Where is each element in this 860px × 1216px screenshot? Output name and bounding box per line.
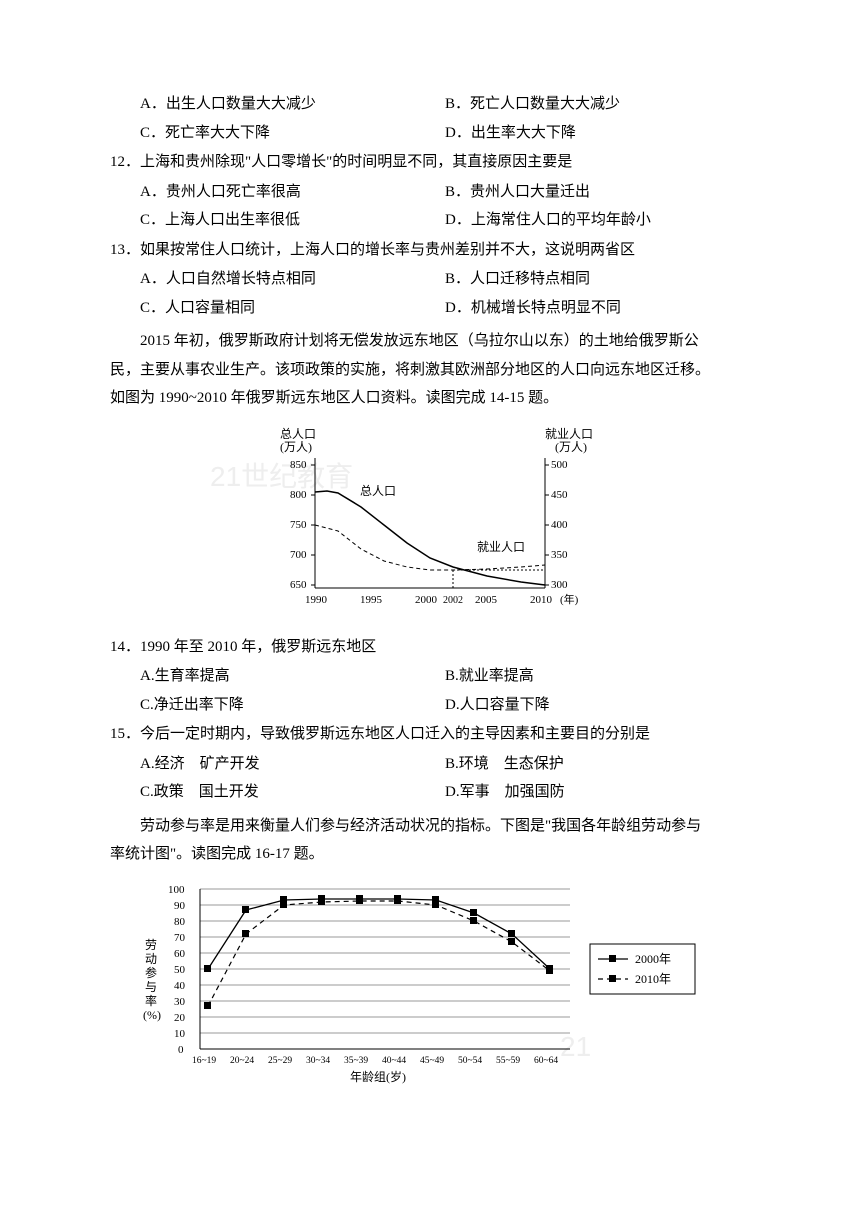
svg-text:80: 80 (174, 916, 186, 928)
passage2-line2: 率统计图"。读图完成 16-17 题。 (110, 840, 750, 869)
svg-text:700: 700 (290, 549, 307, 561)
svg-text:2000: 2000 (415, 594, 438, 606)
svg-text:1990: 1990 (305, 594, 328, 606)
svg-text:300: 300 (551, 579, 568, 591)
svg-text:850: 850 (290, 459, 307, 471)
passage1-line3: 如图为 1990~2010 年俄罗斯远东地区人口资料。读图完成 14-15 题。 (110, 384, 750, 413)
chart2-labor-participation: 0 10 20 30 40 50 60 70 80 90 100 劳 动 参 与… (130, 879, 750, 1089)
svg-text:450: 450 (551, 489, 568, 501)
q12-option-a[interactable]: A．贵州人口死亡率很高 (140, 178, 445, 207)
svg-text:400: 400 (551, 519, 568, 531)
q12-stem: 12．上海和贵州除现"人口零增长"的时间明显不同，其直接原因主要是 (110, 148, 750, 177)
q14-stem: 14．1990 年至 2010 年，俄罗斯远东地区 (110, 633, 750, 662)
svg-text:40: 40 (174, 980, 186, 992)
q13-option-c[interactable]: C．人口容量相同 (140, 294, 445, 323)
svg-text:10: 10 (174, 1028, 186, 1040)
svg-text:动: 动 (145, 952, 157, 966)
q14-option-a[interactable]: A.生育率提高 (140, 662, 445, 691)
svg-text:总人口: 总人口 (360, 484, 396, 498)
svg-text:16~19: 16~19 (192, 1056, 216, 1066)
svg-text:350: 350 (551, 549, 568, 561)
svg-text:(年): (年) (560, 592, 579, 606)
svg-text:60: 60 (174, 948, 186, 960)
q15-option-a[interactable]: A.经济 矿产开发 (140, 750, 445, 779)
svg-text:90: 90 (174, 900, 186, 912)
svg-text:30: 30 (174, 996, 186, 1008)
svg-text:率: 率 (145, 993, 157, 1008)
q11-option-d[interactable]: D．出生率大大下降 (445, 119, 750, 148)
q11-option-c[interactable]: C．死亡率大大下降 (140, 119, 445, 148)
svg-text:50~54: 50~54 (458, 1056, 482, 1066)
svg-text:55~59: 55~59 (496, 1056, 520, 1066)
q15-option-d[interactable]: D.军事 加强国防 (445, 778, 750, 807)
svg-text:20: 20 (174, 1012, 186, 1024)
q13-option-d[interactable]: D．机械增长特点明显不同 (445, 294, 750, 323)
svg-text:(%): (%) (143, 1008, 161, 1022)
svg-text:(万人): (万人) (280, 440, 312, 454)
legend-2000: 2000年 (635, 952, 671, 966)
q14-option-b[interactable]: B.就业率提高 (445, 662, 750, 691)
svg-text:500: 500 (551, 459, 568, 471)
svg-text:70: 70 (174, 932, 186, 944)
svg-text:2002: 2002 (443, 595, 463, 606)
q15-stem: 15．今后一定时期内，导致俄罗斯远东地区人口迁入的主导因素和主要目的分别是 (110, 720, 750, 749)
q13-stem: 13．如果按常住人口统计，上海人口的增长率与贵州差别并不大，这说明两省区 (110, 236, 750, 265)
passage1-line2: 民，主要从事农业生产。该项政策的实施，将刺激其欧洲部分地区的人口向远东地区迁移。 (110, 356, 750, 385)
q13-option-a[interactable]: A．人口自然增长特点相同 (140, 265, 445, 294)
svg-text:1995: 1995 (360, 594, 383, 606)
q15-option-c[interactable]: C.政策 国土开发 (140, 778, 445, 807)
svg-text:年龄组(岁): 年龄组(岁) (350, 1069, 406, 1084)
svg-text:50: 50 (174, 964, 186, 976)
svg-text:35~39: 35~39 (344, 1056, 368, 1066)
svg-text:650: 650 (290, 579, 307, 591)
svg-text:30~34: 30~34 (306, 1056, 330, 1066)
chart1-russia-population: 总人口 (万人) 就业人口 (万人) 850 800 750 700 650 5… (110, 423, 750, 623)
svg-text:25~29: 25~29 (268, 1056, 292, 1066)
svg-text:0: 0 (178, 1044, 184, 1056)
svg-text:与: 与 (145, 980, 157, 994)
svg-text:就业人口: 就业人口 (477, 540, 525, 554)
svg-text:45~49: 45~49 (420, 1056, 444, 1066)
q15-option-b[interactable]: B.环境 生态保护 (445, 750, 750, 779)
q11-option-a[interactable]: A．出生人口数量大大减少 (140, 90, 445, 119)
q12-option-c[interactable]: C．上海人口出生率很低 (140, 206, 445, 235)
svg-text:劳: 劳 (145, 938, 157, 952)
legend-2010: 2010年 (635, 972, 671, 986)
svg-text:800: 800 (290, 489, 307, 501)
q13-option-b[interactable]: B．人口迁移特点相同 (445, 265, 750, 294)
svg-text:40~44: 40~44 (382, 1056, 406, 1066)
svg-text:2010: 2010 (530, 594, 553, 606)
q14-option-d[interactable]: D.人口容量下降 (445, 691, 750, 720)
q12-option-d[interactable]: D．上海常住人口的平均年龄小 (445, 206, 750, 235)
svg-text:100: 100 (168, 884, 185, 896)
q14-option-c[interactable]: C.净迁出率下降 (140, 691, 445, 720)
svg-text:(万人): (万人) (555, 440, 587, 454)
passage1-line1: 2015 年初，俄罗斯政府计划将无偿发放远东地区（乌拉尔山以东）的土地给俄罗斯公 (110, 327, 750, 356)
svg-text:参: 参 (145, 965, 157, 980)
svg-text:750: 750 (290, 519, 307, 531)
q12-option-b[interactable]: B．贵州人口大量迁出 (445, 178, 750, 207)
passage2-line1: 劳动参与率是用来衡量人们参与经济活动状况的指标。下图是"我国各年龄组劳动参与 (110, 812, 750, 841)
svg-text:2005: 2005 (475, 594, 498, 606)
q11-option-b[interactable]: B．死亡人口数量大大减少 (445, 90, 750, 119)
svg-text:20~24: 20~24 (230, 1056, 254, 1066)
chart1-right-title: 就业人口 (545, 427, 593, 441)
chart1-left-title: 总人口 (280, 427, 316, 441)
svg-text:60~64: 60~64 (534, 1056, 558, 1066)
